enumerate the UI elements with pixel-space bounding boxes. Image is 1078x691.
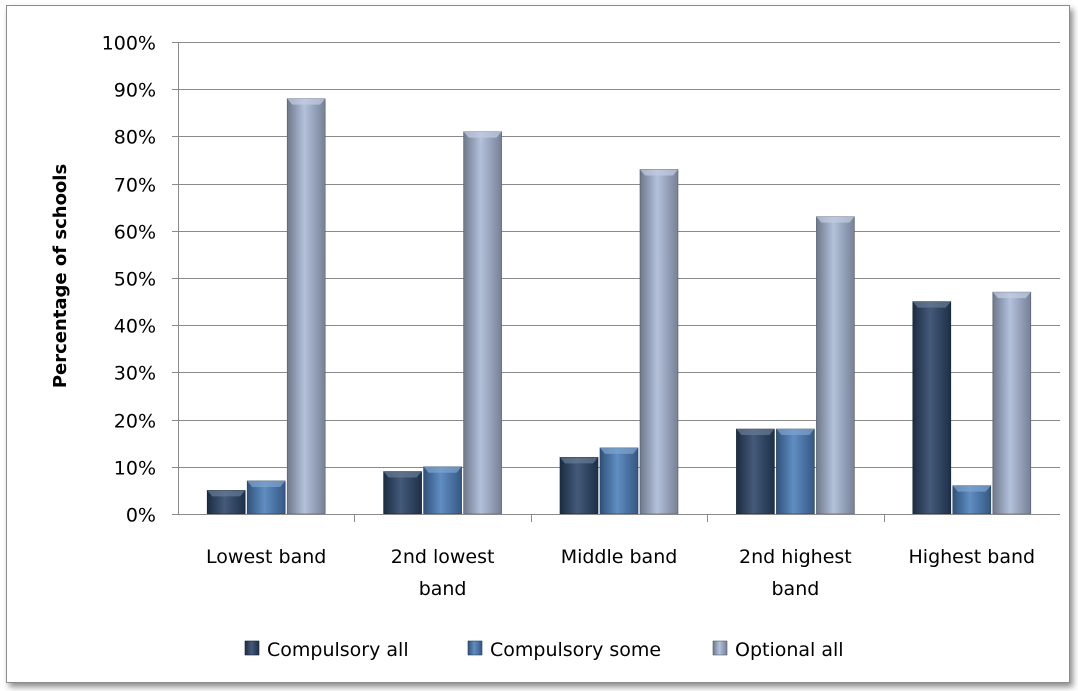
x-tick-label: Middle band <box>561 546 678 568</box>
bars <box>206 98 1032 515</box>
bar-cap <box>287 98 326 105</box>
x-tick-label: 2nd lowest <box>391 546 495 568</box>
bar-cap <box>776 429 815 436</box>
y-tick-label: 30% <box>114 363 156 385</box>
bar <box>992 291 1032 515</box>
x-tick-label: Lowest band <box>206 546 326 568</box>
legend-label: Compulsory all <box>267 639 409 661</box>
bar-cap <box>912 301 951 308</box>
bar-cap <box>736 429 775 436</box>
legend-swatch <box>712 640 728 656</box>
bar <box>423 466 462 515</box>
bar-cap <box>423 466 462 473</box>
y-axis-ticks: 0% 10% 20% 30% 40% 50% 60% 70% 80% 90% 100% <box>102 33 156 527</box>
x-tick-label: band <box>771 578 819 600</box>
bar <box>736 428 775 515</box>
legend-label: Optional all <box>735 639 844 661</box>
x-tick-label: Highest band <box>909 546 1036 568</box>
bar <box>559 457 599 515</box>
y-axis-title: Percentage of schools <box>50 164 71 388</box>
bar <box>639 169 679 515</box>
y-tick-label: 60% <box>114 222 156 244</box>
bar <box>776 428 815 515</box>
bar <box>286 98 326 515</box>
legend-label: Compulsory some <box>490 639 661 661</box>
y-tick-label: 0% <box>126 505 156 527</box>
bar-cap <box>640 169 678 176</box>
x-tick-label: 2nd highest <box>739 546 852 568</box>
bar <box>912 301 952 515</box>
y-tick-label: 20% <box>114 411 156 433</box>
bar <box>463 131 502 515</box>
bar <box>816 216 855 515</box>
x-tick-label: band <box>419 578 467 600</box>
y-tick-label: 40% <box>114 316 156 338</box>
bar-cap <box>463 131 502 138</box>
bar <box>383 471 422 515</box>
bar-cap <box>207 490 246 497</box>
y-tick-label: 90% <box>114 80 156 102</box>
y-tick-label: 10% <box>114 458 156 480</box>
bar-cap <box>383 471 422 478</box>
legend: Compulsory all Compulsory some Optional al… <box>244 639 844 661</box>
bar <box>599 447 639 515</box>
chart-frame <box>6 5 1070 683</box>
bar-cap <box>560 457 598 464</box>
legend-swatch <box>244 640 260 656</box>
y-tick-label: 80% <box>114 127 156 149</box>
legend-swatch <box>467 640 483 656</box>
y-tick-label: 70% <box>114 175 156 197</box>
y-tick-label: 100% <box>102 33 156 55</box>
bar-cap <box>816 216 855 223</box>
x-axis: Lowest band 2nd lowest band Middle band 2nd … <box>178 514 1060 600</box>
bar-cap <box>952 485 991 492</box>
bar-cap <box>247 480 286 487</box>
bar-cap <box>992 292 1031 299</box>
y-tick-label: 50% <box>114 269 156 291</box>
bar-cap <box>600 447 638 454</box>
